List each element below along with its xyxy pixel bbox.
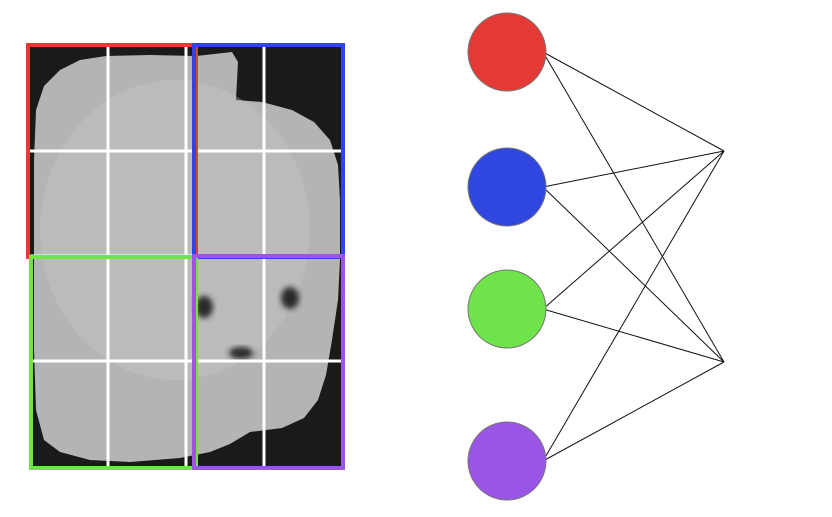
network-edge [542,150,725,188]
dark-spot [229,347,253,359]
network-edge [542,51,725,363]
dark-spot [195,296,213,318]
network-edge [542,150,725,462]
network-edge [542,361,725,462]
object-highlight [40,80,310,380]
dark-spot [281,287,299,309]
network-edge [542,186,725,363]
input-node-blue [467,147,547,227]
network-edges [542,51,725,462]
input-node-green [467,269,547,349]
input-node-purple [467,421,547,501]
input-node-red [467,12,547,92]
image-panel [26,43,345,470]
network [467,12,725,501]
network-edge [542,51,725,152]
network-edge [542,308,725,363]
quadrant-box-bottom-right [192,254,345,470]
network-edge [542,150,725,310]
